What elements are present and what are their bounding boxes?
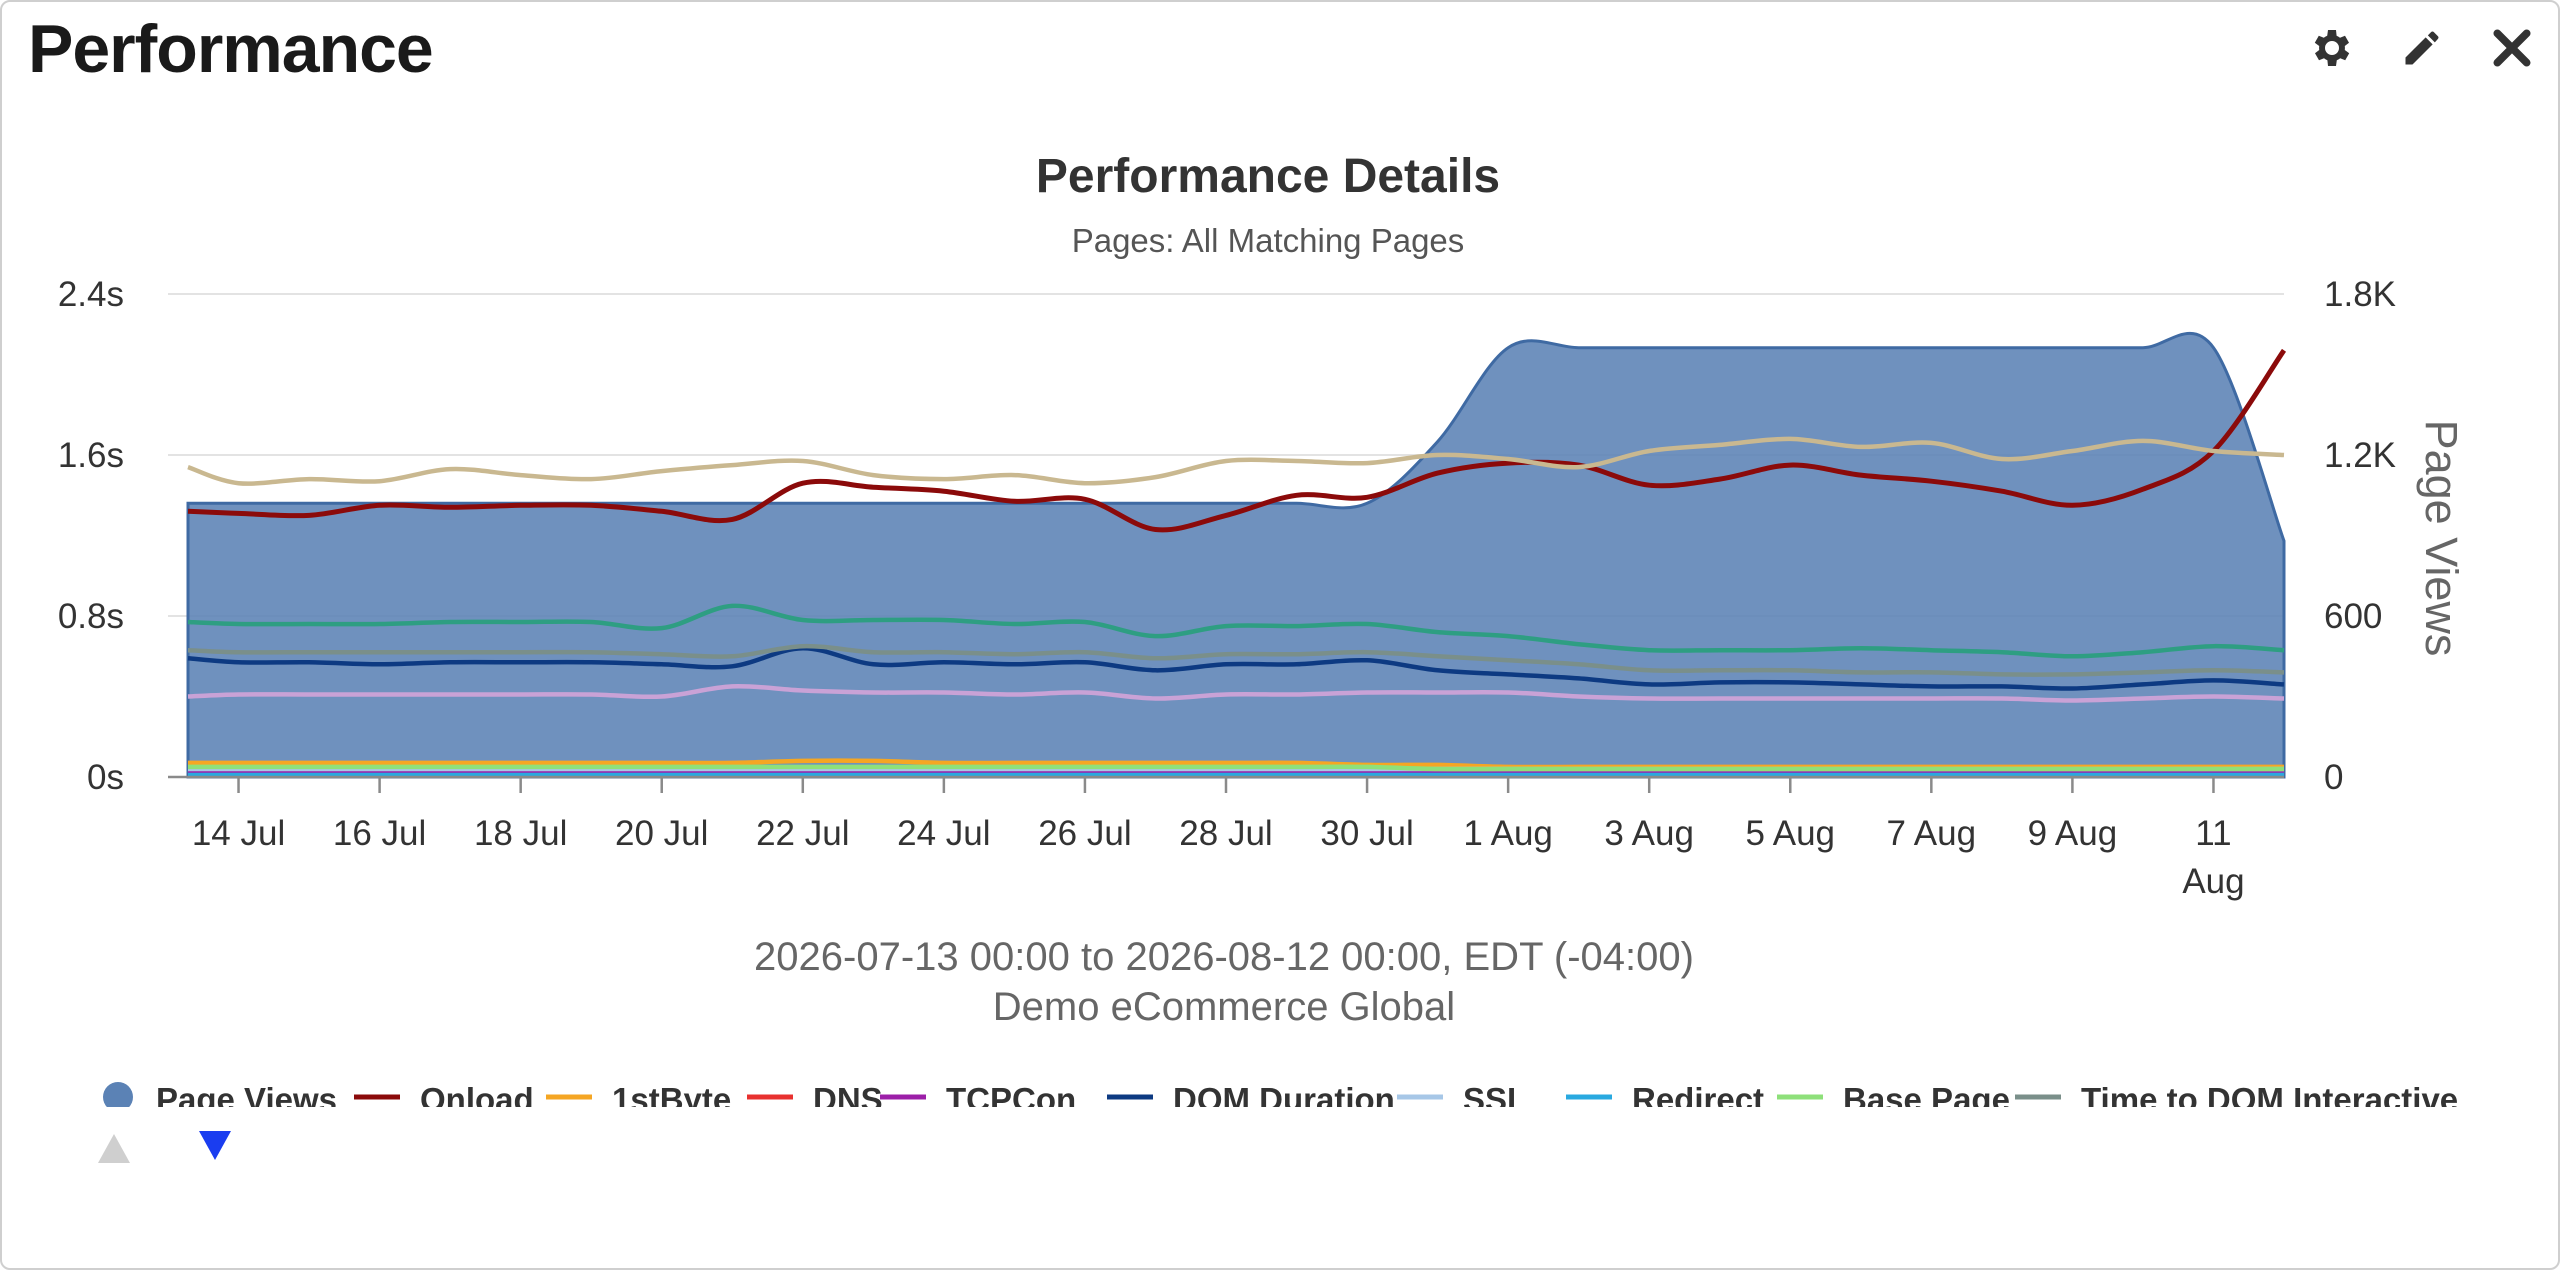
x-tick-label: 3 Aug bbox=[1604, 814, 1694, 853]
date-range-caption: 2026-07-13 00:00 to 2026-08-12 00:00, ED… bbox=[754, 935, 1694, 979]
x-tick-label: 26 Jul bbox=[1038, 814, 1131, 853]
x-tick-label: 20 Jul bbox=[615, 814, 708, 853]
edit-button[interactable] bbox=[2394, 20, 2450, 76]
gear-icon bbox=[2314, 30, 2350, 66]
series-line-dom-duration bbox=[187, 645, 2285, 691]
series-line-time-to-dom-interactive bbox=[187, 643, 2285, 677]
x-tick-label: 30 Jul bbox=[1320, 814, 1413, 853]
settings-button[interactable] bbox=[2304, 20, 2360, 76]
triangle-down-icon bbox=[199, 1131, 231, 1160]
page-views-area bbox=[186, 331, 2286, 779]
series-area-page-views bbox=[186, 331, 2286, 779]
right-axis-title: Page Views bbox=[2416, 420, 2467, 657]
y-right-tick-label: 1.8K bbox=[2324, 275, 2396, 314]
legend: Page Views Onload 1stByte DNS TCPCon DOM Dura… bbox=[2, 1081, 2558, 1119]
x-tick-label: 1 Aug bbox=[1463, 814, 1553, 853]
legend-clip-band bbox=[2, 1107, 2558, 1119]
x-tick-label: 22 Jul bbox=[756, 814, 849, 853]
y-left-tick-label: 1.6s bbox=[58, 436, 124, 475]
series-line-onload bbox=[187, 348, 2287, 533]
y-right-tick-label: 1.2K bbox=[2324, 436, 2396, 475]
legend-page-down[interactable] bbox=[199, 1131, 231, 1160]
widget-title: Performance bbox=[28, 11, 434, 87]
x-tick-label: 14 Jul bbox=[192, 814, 285, 853]
x-tick-label: 18 Jul bbox=[474, 814, 567, 853]
y-right-tick-label: 0 bbox=[2324, 758, 2343, 797]
series-line-unlabeled-11 bbox=[187, 683, 2285, 703]
legend-marker bbox=[103, 1082, 133, 1112]
close-button[interactable] bbox=[2484, 20, 2540, 76]
x-tick-label: 16 Jul bbox=[333, 814, 426, 853]
axes: 0s 0.8s 1.6s 2.4s 0 600 1.2K 1.8K 14 Jul 16 Jul 18… bbox=[58, 275, 2396, 901]
series-line-base-page bbox=[188, 764, 2284, 772]
close-icon bbox=[2493, 29, 2531, 67]
x-tick-label: 5 Aug bbox=[1745, 814, 1835, 853]
chart-subtitle: Pages: All Matching Pages bbox=[1072, 222, 1465, 259]
widget-toolbar bbox=[2304, 20, 2540, 76]
pencil-icon bbox=[2405, 31, 2439, 65]
x-tick-label: 24 Jul bbox=[897, 814, 990, 853]
y-left-tick-label: 0s bbox=[87, 758, 124, 797]
y-left-tick-label: 0.8s bbox=[58, 597, 124, 636]
site-caption: Demo eCommerce Global bbox=[993, 985, 1455, 1029]
x-tick-label: 28 Jul bbox=[1179, 814, 1272, 853]
y-left-tick-label: 2.4s bbox=[58, 275, 124, 314]
y-right-tick-label: 600 bbox=[2324, 597, 2382, 636]
triangle-up-icon bbox=[98, 1134, 130, 1163]
x-tick-label: 9 Aug bbox=[2028, 814, 2118, 853]
series-line-unlabeled-10 bbox=[187, 436, 2285, 486]
x-tick-label: 11 Aug bbox=[2182, 814, 2244, 901]
series-lines bbox=[187, 348, 2287, 778]
x-tick-label: 7 Aug bbox=[1887, 814, 1977, 853]
chart-title: Performance Details bbox=[1036, 150, 1500, 203]
series-line-unlabeled-9 bbox=[187, 603, 2285, 659]
legend-page-up[interactable] bbox=[98, 1134, 130, 1163]
